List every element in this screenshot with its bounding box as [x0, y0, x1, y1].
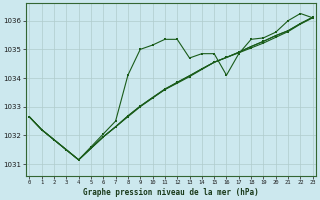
X-axis label: Graphe pression niveau de la mer (hPa): Graphe pression niveau de la mer (hPa): [83, 188, 259, 197]
